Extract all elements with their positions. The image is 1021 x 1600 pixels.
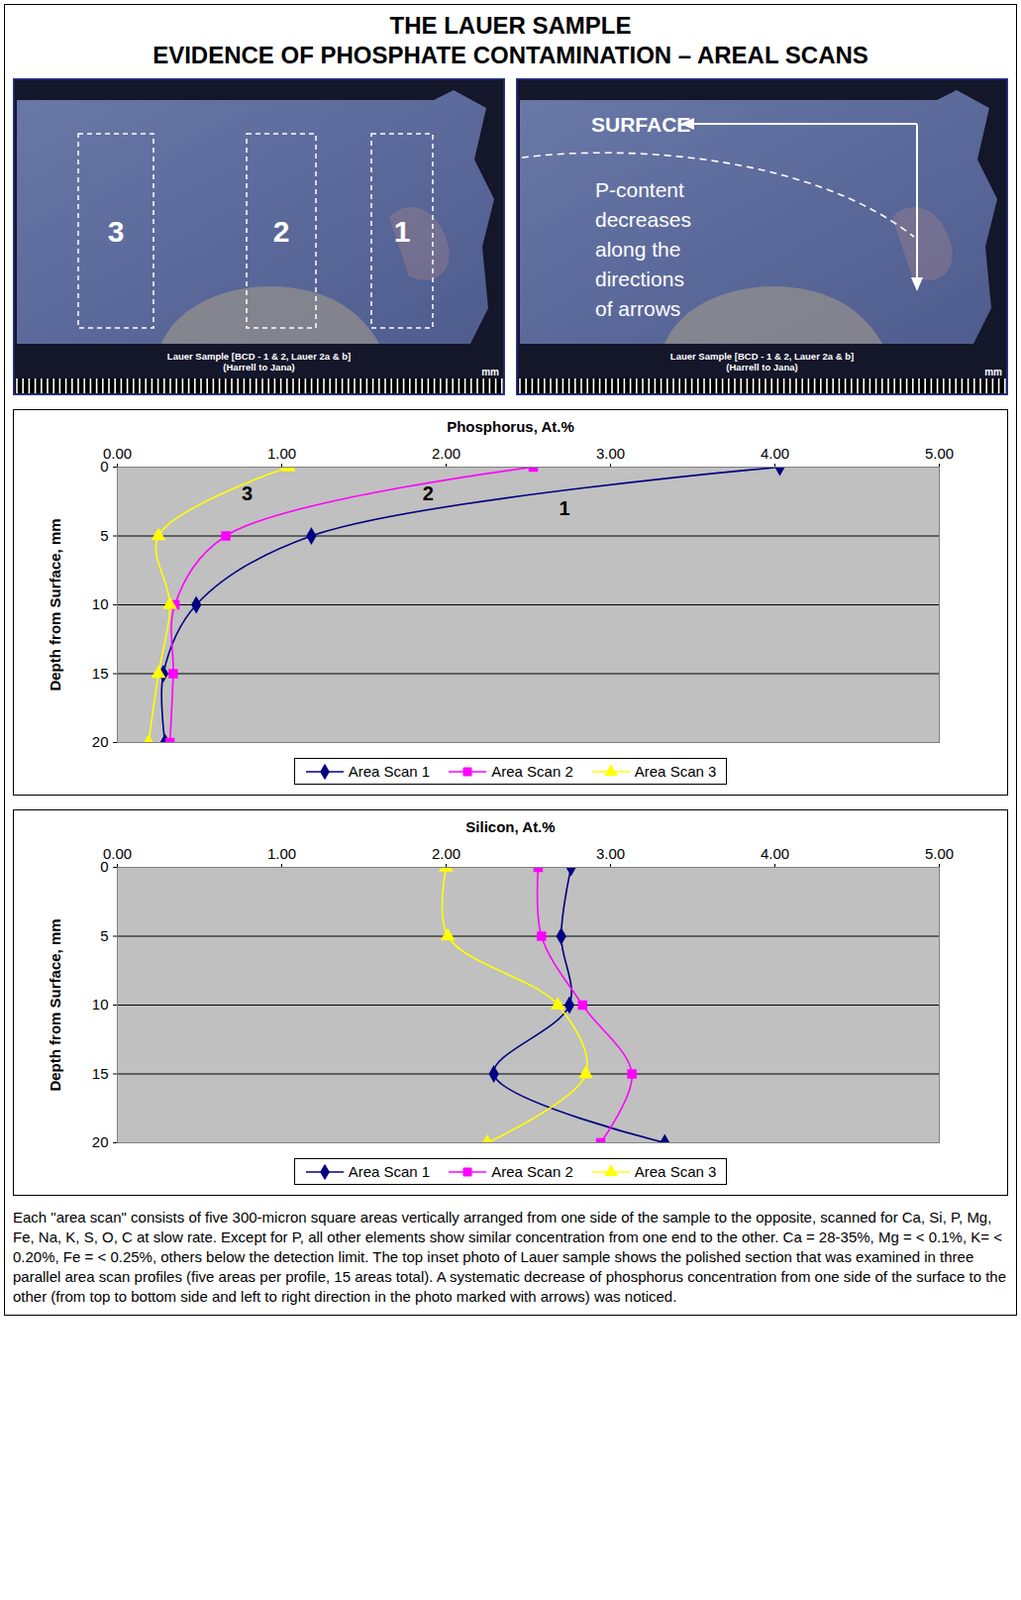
svg-text:5: 5 [100, 926, 108, 944]
svg-text:20: 20 [92, 1132, 109, 1150]
svg-text:decreases: decreases [595, 207, 692, 231]
html-text:Area Scan 2: Area Scan 2 [491, 762, 574, 780]
svg-text:5: 5 [100, 526, 108, 544]
svg-text:5.00: 5.00 [924, 844, 954, 862]
svg-text:15: 15 [92, 1064, 109, 1082]
svg-text:10: 10 [92, 595, 109, 613]
svg-text:10: 10 [92, 995, 109, 1013]
svg-text:3: 3 [241, 482, 253, 505]
svg-text:(Harrell to Jana): (Harrell to Jana) [725, 361, 798, 373]
svg-text:Depth from Surface, mm: Depth from Surface, mm [46, 918, 64, 1091]
html-text:Area Scan 1: Area Scan 1 [348, 1162, 430, 1180]
svg-text:directions: directions [595, 267, 685, 291]
svg-text:4.00: 4.00 [760, 444, 790, 462]
svg-text:1.00: 1.00 [267, 444, 297, 462]
svg-text:SURFACE: SURFACE [591, 112, 691, 136]
svg-text:4.00: 4.00 [760, 844, 790, 862]
svg-text:5.00: 5.00 [924, 444, 954, 462]
svg-text:Lauer Sample [BCD - 1 & 2, Lau: Lauer Sample [BCD - 1 & 2, Lauer 2a & b] [167, 350, 351, 362]
svg-text:3.00: 3.00 [596, 844, 625, 862]
svg-text:1.00: 1.00 [267, 844, 297, 862]
svg-text:2.00: 2.00 [431, 444, 461, 462]
svg-text:Lauer Sample [BCD - 1 & 2, Lau: Lauer Sample [BCD - 1 & 2, Lauer 2a & b] [670, 350, 854, 362]
svg-text:mm: mm [984, 366, 1003, 378]
html-text:Area Scan 1: Area Scan 1 [348, 762, 430, 780]
svg-text:1: 1 [394, 214, 411, 248]
svg-text:1: 1 [558, 497, 570, 519]
svg-text:Depth from Surface, mm: Depth from Surface, mm [46, 517, 64, 691]
svg-text:0: 0 [100, 457, 109, 475]
html-text:Silicon, At.%: Silicon, At.% [465, 817, 556, 835]
svg-text:0.00: 0.00 [102, 844, 132, 862]
html-text:Area Scan 2: Area Scan 2 [491, 1162, 574, 1180]
html-text:Area Scan 3: Area Scan 3 [634, 1162, 717, 1180]
html-text:Phosphorus, At.%: Phosphorus, At.% [446, 417, 575, 435]
svg-text:0: 0 [100, 857, 109, 875]
svg-text:15: 15 [92, 664, 109, 682]
svg-text:2: 2 [422, 482, 434, 505]
html-text:Area Scan 3: Area Scan 3 [634, 762, 717, 780]
svg-text:2: 2 [273, 214, 291, 248]
svg-text:mm: mm [481, 366, 500, 378]
html-text:Each "area scan" consists of f: Each "area scan" consists of five 300-mi… [12, 1208, 1007, 1305]
svg-text:3: 3 [107, 214, 125, 248]
html-text:EVIDENCE OF PHOSPHATE CONTAMIN: EVIDENCE OF PHOSPHATE CONTAMINATION – AR… [152, 41, 869, 69]
svg-text:0.00: 0.00 [102, 444, 132, 462]
svg-text:along the: along the [595, 237, 681, 261]
svg-text:2.00: 2.00 [431, 844, 461, 862]
svg-text:P-content: P-content [595, 178, 685, 202]
svg-text:3.00: 3.00 [596, 444, 625, 462]
svg-text:(Harrell to Jana): (Harrell to Jana) [222, 361, 295, 373]
svg-text:of arrows: of arrows [595, 297, 681, 320]
html-text:THE LAUER SAMPLE: THE LAUER SAMPLE [389, 11, 632, 39]
svg-text:20: 20 [92, 732, 109, 750]
